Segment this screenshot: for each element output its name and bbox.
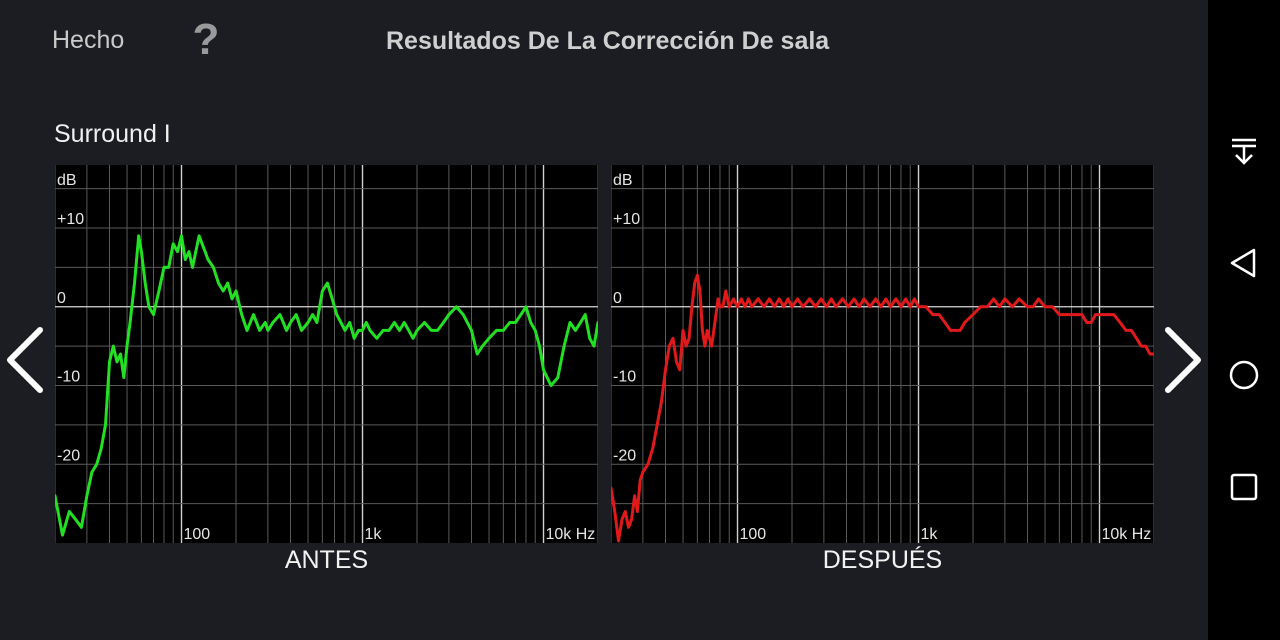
system-navigation-bar	[1208, 0, 1280, 640]
collapse-down-icon[interactable]	[1228, 135, 1260, 167]
page-title: Resultados De La Corrección De sala	[386, 27, 830, 55]
x-tick-label: 10k Hz	[546, 526, 596, 543]
y-tick-label: -10	[613, 369, 636, 386]
y-tick-label: -20	[613, 447, 636, 464]
header-bar: Hecho ? Resultados De La Corrección De s…	[0, 0, 1208, 84]
speaker-channel-title: Surround I	[54, 120, 171, 148]
x-tick-label: 100	[184, 526, 211, 543]
chart-after-svg: dB +10 0 -10 -20 100 1k 10k Hz	[611, 165, 1154, 543]
back-triangle-icon[interactable]	[1228, 247, 1260, 279]
help-button[interactable]: ?	[192, 15, 220, 64]
chart-before: dB +10 0 -10 -20 100 1k 10k Hz	[55, 165, 598, 543]
y-tick-label: 0	[613, 290, 622, 307]
x-tick-label: 100	[740, 526, 767, 543]
y-tick-label: -10	[57, 369, 80, 386]
x-tick-label: 1k	[921, 526, 939, 543]
chart-after-caption: DESPUÉS	[822, 546, 943, 574]
frequency-response-line	[611, 273, 1154, 543]
home-circle-icon[interactable]	[1228, 359, 1260, 391]
x-tick-label: 10k Hz	[1102, 526, 1152, 543]
y-unit-label: dB	[613, 172, 633, 189]
y-unit-label: dB	[57, 172, 77, 189]
done-button[interactable]: Hecho	[52, 26, 125, 54]
recents-square-icon[interactable]	[1228, 471, 1260, 503]
previous-arrow-icon[interactable]	[2, 324, 48, 396]
y-tick-label: -20	[57, 447, 80, 464]
y-tick-label: 0	[57, 290, 66, 307]
app-root: Hecho ? Resultados De La Corrección De s…	[0, 0, 1208, 574]
chart-before-svg: dB +10 0 -10 -20 100 1k 10k Hz	[55, 165, 598, 543]
chart-before-caption: ANTES	[284, 546, 369, 574]
y-tick-label: +10	[57, 211, 84, 228]
chart-after: dB +10 0 -10 -20 100 1k 10k Hz	[611, 165, 1154, 543]
x-tick-label: 1k	[365, 526, 383, 543]
y-tick-label: +10	[613, 211, 640, 228]
frequency-response-line	[55, 234, 598, 537]
next-arrow-icon[interactable]	[1160, 324, 1206, 396]
